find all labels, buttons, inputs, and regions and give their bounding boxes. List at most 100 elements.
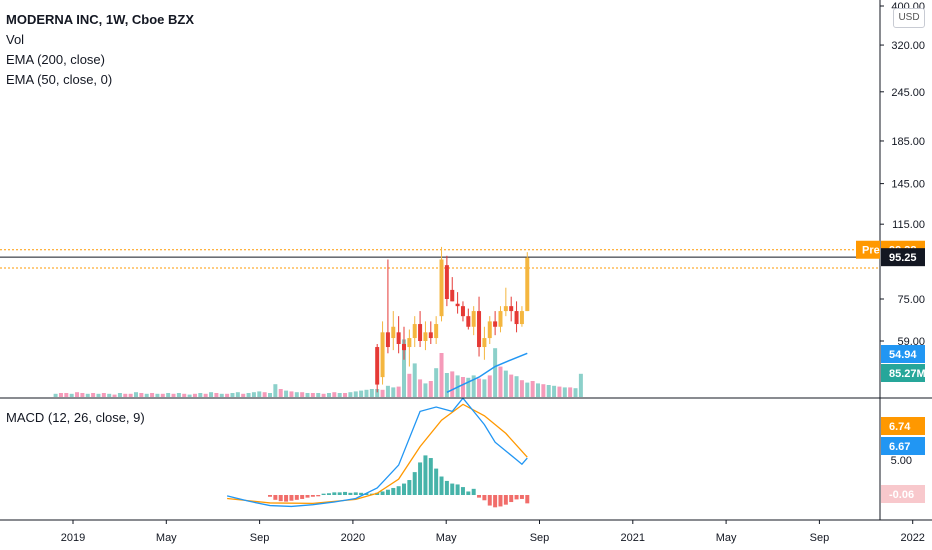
macd-histogram-bar	[423, 455, 428, 495]
time-tick-8: Sep	[810, 532, 830, 544]
volume-bar	[235, 392, 240, 397]
macd-histogram-bar	[434, 468, 439, 495]
volume-bar	[471, 375, 476, 397]
macd-histogram-bar	[289, 495, 294, 501]
candle-body	[423, 332, 428, 341]
volume-bar	[493, 348, 498, 397]
signal-value-badge-bg	[881, 437, 925, 455]
volume-bar	[514, 376, 519, 397]
volume-bar	[541, 384, 546, 397]
candle-body	[402, 343, 406, 351]
volume-bar	[219, 393, 224, 397]
macd-histogram-bar	[450, 483, 455, 495]
macd-histogram-bar	[359, 492, 364, 495]
time-tick-7: May	[716, 532, 737, 544]
candle-body	[498, 311, 503, 327]
volume-bar	[192, 393, 197, 397]
volume-bar	[498, 366, 503, 397]
last-price-badge-bg	[881, 248, 925, 267]
volume-bar	[546, 385, 551, 397]
volume-bar	[423, 383, 428, 397]
currency-label[interactable]: USD	[893, 8, 925, 28]
time-tick-5: Sep	[530, 532, 550, 544]
macd-histogram-bar	[364, 493, 369, 495]
time-tick-1: May	[156, 532, 177, 544]
symbol-title[interactable]: MODERNA INC, 1W, Cboe BZX	[6, 12, 195, 27]
macd-histogram-bar	[466, 491, 471, 495]
volume-bar	[101, 393, 106, 397]
volume-bar	[552, 385, 557, 397]
volume-bar	[385, 385, 390, 397]
volume-bar	[155, 393, 160, 397]
ema-value-badge: 54.94	[889, 349, 917, 361]
macd-histogram-bar	[514, 495, 519, 500]
ema200-indicator-label[interactable]: EMA (200, close)	[6, 52, 105, 67]
volume-bar	[337, 393, 342, 397]
volume-bar	[477, 378, 482, 397]
volume-bar	[230, 393, 235, 397]
signal-value-badge: 6.67	[889, 441, 910, 453]
macd-histogram-bar	[284, 495, 289, 502]
candle-body	[412, 324, 417, 339]
volume-bar	[166, 393, 171, 397]
volume-bar	[150, 393, 155, 397]
macd-histogram-bar	[418, 462, 423, 495]
volume-bar	[117, 393, 122, 397]
candle-body	[460, 306, 465, 317]
macd-histogram-bar	[310, 495, 315, 497]
volume-bar	[487, 375, 492, 397]
macd-histogram-bar	[412, 472, 417, 495]
volume-bar	[225, 393, 230, 397]
volume-bar	[144, 393, 149, 397]
volume-bar	[316, 393, 321, 397]
volume-bar	[91, 393, 96, 397]
chart-legend: MODERNA INC, 1W, Cboe BZX Vol EMA (200, …	[6, 10, 194, 90]
price-tick-3: 185.00	[891, 136, 925, 148]
volume-bar	[343, 393, 348, 397]
ema50-indicator-label[interactable]: EMA (50, close, 0)	[6, 72, 113, 87]
volume-bar	[503, 370, 508, 397]
volume-bar	[69, 393, 74, 397]
macd-histogram-bar	[509, 495, 514, 503]
volume-bar	[439, 353, 444, 397]
macd-histogram-bar	[444, 480, 449, 495]
volume-bar	[273, 384, 278, 397]
macd-value-badge: 6.74	[889, 421, 911, 433]
volume-bar	[198, 393, 203, 397]
macd-indicator-label[interactable]: MACD (12, 26, close, 9)	[6, 410, 145, 425]
volume-value-badge-bg	[881, 364, 925, 382]
volume-bar	[128, 393, 133, 397]
volume-value-badge: 85.27M	[889, 368, 926, 380]
volume-bar	[375, 389, 380, 397]
volume-bar	[353, 391, 358, 397]
volume-bar	[294, 392, 299, 397]
volume-bar	[134, 392, 138, 397]
macd-histogram-bar	[439, 476, 444, 495]
volume-bar	[171, 393, 176, 397]
volume-bar	[418, 379, 423, 397]
volume-bar	[257, 391, 262, 397]
candle-body	[444, 265, 449, 300]
macd-histogram-bar	[482, 495, 487, 501]
volume-bar	[460, 377, 465, 397]
macd-histogram-bar	[273, 495, 278, 500]
volume-bar	[64, 393, 69, 397]
macd-histogram-bar	[316, 495, 321, 497]
volume-bar	[160, 393, 165, 397]
last-price-badge: 95.25	[889, 252, 917, 264]
candle-body	[380, 332, 385, 378]
volume-bar	[241, 393, 246, 397]
macd-histogram-bar	[402, 483, 406, 495]
volume-bar	[85, 393, 90, 397]
volume-bar	[112, 394, 117, 397]
volume-bar	[455, 375, 460, 397]
volume-bar	[450, 371, 455, 397]
vol-indicator-label[interactable]: Vol	[6, 32, 25, 47]
volume-bar	[300, 392, 305, 397]
macd-histogram-bar	[337, 492, 342, 495]
volume-bar	[434, 368, 439, 397]
macd-histogram-bar	[493, 495, 498, 508]
volume-bar	[284, 390, 289, 397]
time-tick-2: Sep	[250, 532, 270, 544]
